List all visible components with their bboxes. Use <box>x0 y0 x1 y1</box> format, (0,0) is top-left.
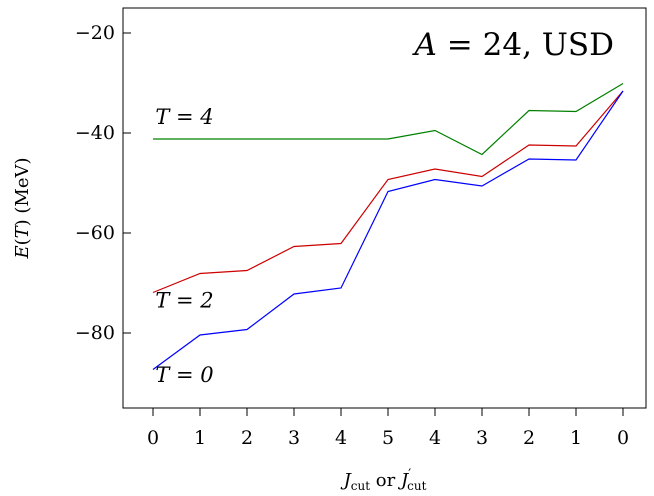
x-tick-label: 4 <box>335 427 347 449</box>
x-tick-label: 3 <box>476 427 488 449</box>
x-tick-label: 4 <box>429 427 441 449</box>
chart-title: A = 24, USD <box>412 27 614 63</box>
series-annotation: T = 2 <box>155 289 213 313</box>
series-annotation: T = 4 <box>155 105 213 129</box>
series-line-0 <box>153 82 624 156</box>
series-annotation: T = 0 <box>155 363 213 387</box>
x-tick-label: 1 <box>570 427 582 449</box>
annotation-layer: T = 4 T = 2 T = 0 <box>155 105 213 387</box>
x-tick-label: 0 <box>147 427 159 449</box>
x-axis-label: Jcut or J′ cut <box>340 467 427 493</box>
series-layer <box>152 82 624 370</box>
x-tick-label: 0 <box>617 427 629 449</box>
series-line-2 <box>152 90 624 370</box>
x-tick-label: 5 <box>382 427 394 449</box>
x-tick-label: 2 <box>523 427 535 449</box>
y-axis: −20 −40 −60 −80 <box>75 22 131 344</box>
x-axis: 0 1 2 3 4 5 4 3 2 1 0 <box>147 408 629 449</box>
y-tick-label: −60 <box>75 222 115 244</box>
y-tick-label: −20 <box>75 22 115 44</box>
y-axis-label: E(T) (MeV) <box>12 157 33 259</box>
x-tick-label: 3 <box>288 427 300 449</box>
x-tick-label: 1 <box>194 427 206 449</box>
y-tick-label: −80 <box>75 322 115 344</box>
y-tick-label: −40 <box>75 122 115 144</box>
series-line-1 <box>152 90 624 294</box>
x-tick-label: 2 <box>241 427 253 449</box>
plot-frame <box>122 7 647 409</box>
